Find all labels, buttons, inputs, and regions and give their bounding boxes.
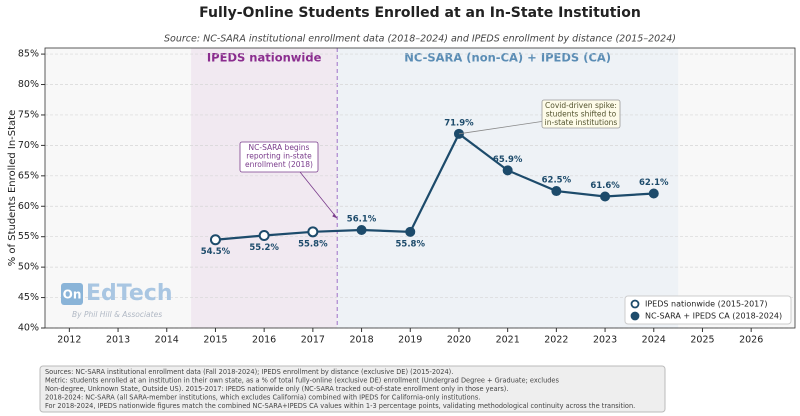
y-tick-label: 55% (18, 231, 39, 242)
footer-text: Non-degree, Unknown State, Outside US). … (45, 385, 508, 393)
data-label: 55.2% (249, 243, 279, 253)
annotation-text: Covid-driven spike: (545, 101, 617, 110)
data-point (209, 234, 221, 246)
logo-badge-box (61, 283, 83, 305)
annotation-text: reporting in-state (246, 152, 312, 161)
y-axis-label: % of Students Enrolled In-State (7, 110, 18, 267)
annotation-box (239, 141, 319, 173)
x-tick-label: 2021 (496, 335, 520, 346)
legend-marker (630, 311, 640, 321)
legend-box (624, 295, 792, 325)
x-tick-label: 2014 (155, 335, 179, 346)
footer-text: Sources: NC-SARA institutional enrollmen… (45, 368, 453, 376)
region (191, 48, 338, 328)
x-tick-label: 2022 (544, 335, 568, 346)
annotation-text: enrollment (2018) (245, 160, 313, 169)
data-label: 55.8% (298, 239, 328, 249)
region-label: NC-SARA (non-CA) + IPEDS (CA) (404, 51, 611, 65)
x-tick-label: 2019 (398, 335, 422, 346)
data-point (600, 191, 611, 202)
x-tick-label: 2020 (447, 335, 471, 346)
y-tick-label: 40% (18, 323, 39, 334)
legend-label: IPEDS nationwide (2015-2017) (645, 300, 767, 309)
x-tick-label: 2015 (203, 335, 227, 346)
plot-frame (44, 47, 796, 329)
x-tick-label: 2016 (252, 335, 276, 346)
data-point (405, 226, 416, 237)
region-label: IPEDS nationwide (207, 51, 322, 65)
y-tick-label: 70% (18, 140, 39, 151)
data-point (356, 225, 367, 235)
arrow-head (332, 213, 338, 219)
y-tick-label: 85% (18, 49, 39, 60)
x-tick-label: 2025 (690, 335, 714, 346)
x-tick-label: 2013 (106, 335, 130, 346)
y-tick-label: 65% (18, 170, 39, 181)
y-tick-label: 50% (18, 262, 39, 273)
y-tick-label: 75% (18, 109, 39, 120)
annotation-text: NC-SARA begins (249, 143, 310, 152)
data-point (648, 188, 659, 199)
data-point (551, 186, 562, 197)
annotation-box (541, 99, 621, 129)
logo-byline: By Phil Hill & Associates (72, 310, 162, 319)
data-label: 62.5% (542, 176, 572, 186)
logo-badge: On (63, 288, 82, 302)
data-label: 62.1% (639, 178, 669, 188)
y-tick-label: 80% (18, 79, 39, 90)
data-point (258, 229, 270, 241)
footer-box (39, 365, 666, 413)
annotation-text: in-state institutions (545, 118, 618, 127)
data-label: 61.6% (590, 181, 620, 191)
chart-subtitle: Source: NC-SARA institutional enrollment… (164, 34, 676, 45)
x-tick-label: 2026 (739, 335, 763, 346)
x-tick-label: 2024 (642, 335, 666, 346)
data-label: 56.1% (347, 215, 377, 225)
x-tick-label: 2018 (349, 335, 373, 346)
annotation-arrow (299, 171, 338, 219)
data-label: 65.9% (493, 155, 523, 165)
footer-text: For 2018-2024, IPEDS nationwide figures … (45, 402, 635, 410)
x-tick-label: 2017 (301, 335, 325, 346)
data-label: 71.9% (444, 118, 474, 128)
data-label: 54.5% (201, 247, 231, 257)
data-point (502, 165, 513, 176)
legend-label: NC-SARA + IPEDS CA (2018-2024) (645, 312, 782, 321)
region (337, 48, 679, 328)
x-tick-label: 2012 (57, 335, 81, 346)
y-tick-label: 60% (18, 201, 39, 212)
chart-title: Fully-Online Students Enrolled at an In-… (199, 5, 641, 21)
y-tick-label: 45% (18, 292, 39, 303)
logo-name: EdTech (86, 281, 173, 306)
annotation-text: students shifted to (546, 110, 617, 119)
footer-text: Metric: students enrolled at an institut… (45, 377, 559, 385)
footer-text: 2018-2024: NC-SARA (all SARA-member inst… (45, 394, 480, 402)
x-tick-label: 2023 (593, 335, 617, 346)
legend-marker (630, 299, 640, 309)
series-connector (312, 228, 362, 233)
annotation-arrow (458, 120, 546, 135)
data-label: 55.8% (396, 239, 426, 249)
data-point (307, 226, 319, 238)
